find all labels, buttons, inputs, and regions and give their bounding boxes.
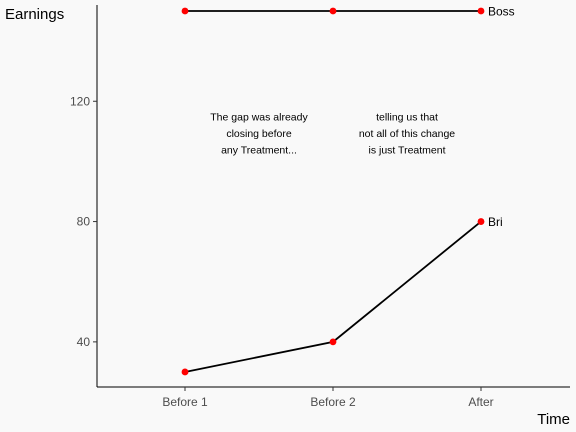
x-axis-title: Time bbox=[537, 411, 570, 428]
annotation-text: closing before bbox=[226, 128, 292, 140]
data-point-bri bbox=[329, 338, 337, 346]
annotation-text: The gap was already bbox=[210, 111, 308, 123]
data-point-boss bbox=[181, 7, 189, 15]
y-axis-title: Earnings bbox=[5, 6, 64, 23]
x-tick-label: After bbox=[468, 395, 493, 409]
axes: 40 80 120 Before 1 Before 2 After bbox=[70, 5, 570, 409]
annotation-text: is just Treatment bbox=[368, 144, 445, 156]
data-point-boss bbox=[477, 7, 485, 15]
series-layer: Boss Bri bbox=[181, 5, 515, 376]
series-label-bri: Bri bbox=[488, 215, 503, 229]
data-point-bri bbox=[477, 218, 485, 225]
annotation-text: not all of this change bbox=[359, 128, 455, 140]
x-tick-label: Before 2 bbox=[310, 395, 356, 409]
series-label-boss: Boss bbox=[488, 5, 515, 19]
annotation-text: telling us that bbox=[376, 111, 438, 123]
annotation-text: any Treatment... bbox=[221, 144, 297, 156]
x-tick-label: Before 1 bbox=[162, 395, 208, 409]
data-point-bri bbox=[181, 368, 189, 376]
y-tick-label: 40 bbox=[77, 335, 91, 349]
y-tick-label: 120 bbox=[70, 94, 90, 108]
annotation-layer: The gap was already closing before any Tre… bbox=[210, 111, 455, 156]
data-point-boss bbox=[329, 7, 337, 15]
y-tick-label: 80 bbox=[77, 215, 91, 229]
